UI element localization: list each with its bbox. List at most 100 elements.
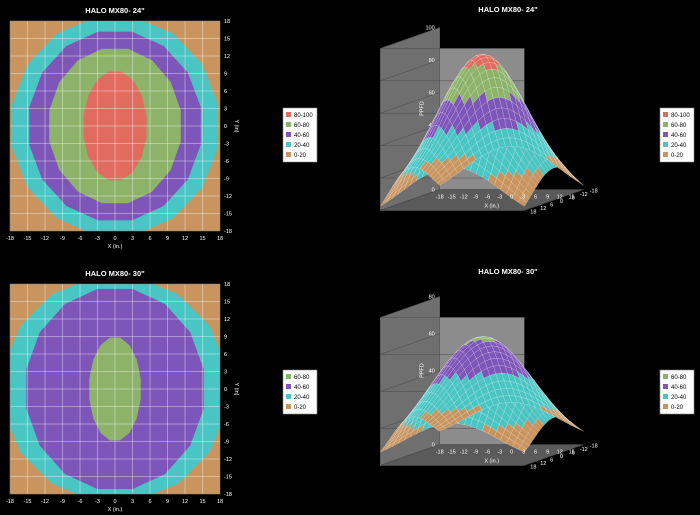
legend-entry: 20-40	[671, 395, 687, 401]
x-tick-label: -3	[497, 195, 502, 201]
legend-entry: 0-20	[294, 153, 307, 159]
z-grid-line	[380, 189, 525, 211]
x-tick-label: 3	[131, 236, 134, 242]
x-tick-label: -9	[473, 450, 478, 456]
legend: 80-100 60-80 40-60 20-40 0-20	[659, 107, 695, 163]
x-tick-label: -6	[78, 236, 83, 242]
legend-swatch	[663, 394, 668, 399]
x-axis-label: X (in.)	[108, 244, 123, 250]
z-grid-line	[380, 444, 525, 466]
x-tick-label: -18	[436, 450, 444, 456]
y-tick-label: 12	[224, 317, 230, 323]
x-tick-label: 6	[148, 499, 151, 505]
depth-tick-label: 12	[540, 461, 546, 467]
x-tick-label: -6	[485, 195, 490, 201]
z-axis-label: PPFD	[420, 363, 426, 378]
legend-swatch	[286, 142, 291, 147]
y-axis-label: Y (in)	[233, 382, 239, 395]
y-tick-label: 3	[224, 107, 227, 113]
depth-tick-label: -18	[590, 444, 598, 450]
x-tick-label: -12	[460, 450, 468, 456]
legend-swatch	[286, 404, 291, 409]
x-tick-label: 6	[534, 450, 537, 456]
depth-tick-label: 0	[560, 199, 563, 205]
legend-entry: 0-20	[671, 405, 684, 411]
legend-swatch	[286, 394, 291, 399]
x-tick-label: -9	[60, 236, 65, 242]
legend-entry: 60-80	[671, 123, 687, 129]
y-tick-label: 18	[224, 19, 230, 25]
x-tick-label: 12	[182, 499, 188, 505]
chart-title: HALO MX80- 24"	[85, 6, 145, 15]
x-tick-label: -6	[78, 499, 83, 505]
legend-swatch	[286, 122, 291, 127]
y-tick-label: -12	[224, 194, 232, 200]
chart-title: HALO MX80- 30"	[85, 269, 145, 278]
x-tick-label: -15	[448, 450, 456, 456]
x-tick-label: 9	[546, 450, 549, 456]
x-tick-label: 0	[113, 236, 116, 242]
legend-swatch	[663, 132, 668, 137]
depth-tick-label: 6	[550, 457, 553, 463]
z-tick-label: 0	[432, 188, 435, 194]
x-axis-label: X (in.)	[484, 204, 499, 210]
chart-title: HALO MX80- 24"	[478, 5, 538, 14]
surface-cell	[575, 426, 584, 432]
y-tick-label: -6	[224, 422, 229, 428]
x-tick-label: 0	[510, 195, 513, 201]
y-tick-label: -18	[224, 229, 232, 235]
z-grid-line	[380, 27, 525, 49]
z-tick-label: 60	[429, 90, 435, 96]
surface	[380, 54, 584, 207]
legend-entry: 60-80	[294, 123, 310, 129]
z-tick-label: 80	[429, 295, 435, 301]
y-tick-label: -18	[224, 492, 232, 498]
surface-cell	[575, 178, 584, 186]
legend-swatch	[663, 142, 668, 147]
y-tick-label: -15	[224, 212, 232, 218]
depth-tick-label: -12	[580, 192, 588, 198]
depth-tick-label: 12	[540, 206, 546, 212]
x-tick-label: 0	[113, 499, 116, 505]
legend-entry: 20-40	[671, 143, 687, 149]
legend-swatch	[663, 384, 668, 389]
legend-swatch	[286, 112, 291, 117]
x-tick-label: 9	[546, 195, 549, 201]
depth-tick-label: -6	[570, 196, 575, 202]
contour-chart: -18 -15 -12 -9 -6 -3 0 3 6 9 12 15 18 18 15 12 9 6 3 0 -3 -6 -…	[6, 269, 239, 513]
y-tick-label: -9	[224, 440, 229, 446]
depth-tick-label: 0	[560, 454, 563, 460]
y-tick-label: -9	[224, 177, 229, 183]
y-tick-label: -15	[224, 475, 232, 481]
x-tick-label: 12	[557, 450, 563, 456]
legend-swatch	[663, 152, 668, 157]
x-tick-label: -12	[460, 195, 468, 201]
legend-swatch	[663, 404, 668, 409]
surface	[380, 336, 584, 453]
legend-entry: 0-20	[671, 153, 684, 159]
legend-entry: 40-60	[671, 385, 687, 391]
x-tick-label: -18	[436, 195, 444, 201]
plot-area	[10, 284, 220, 494]
x-tick-label: 15	[569, 195, 575, 201]
legend-entry: 60-80	[294, 375, 310, 381]
y-tick-label: 0	[224, 387, 227, 393]
x-tick-label: 18	[217, 499, 223, 505]
x-tick-label: 3	[522, 195, 525, 201]
depth-tick-label: 18	[530, 464, 536, 470]
x-tick-label: 9	[166, 499, 169, 505]
legend: 80-100 60-80 40-60 20-40 0-20	[282, 107, 318, 163]
x-tick-label: -18	[6, 236, 14, 242]
x-tick-label: -9	[473, 195, 478, 201]
y-tick-label: -6	[224, 159, 229, 165]
x-tick-label: 12	[557, 195, 563, 201]
x-tick-label: -12	[41, 499, 49, 505]
y-tick-label: -3	[224, 405, 229, 411]
legend: 60-80 40-60 20-40 0-20	[659, 369, 695, 415]
plot-frame	[9, 283, 221, 495]
surface-chart: 020406080100-18-15-12-9-6-30369121518126…	[379, 5, 598, 215]
x-tick-label: 3	[522, 450, 525, 456]
legend-swatch	[286, 152, 291, 157]
depth-tick-label: -12	[580, 447, 588, 453]
z-tick-label: 80	[429, 58, 435, 64]
